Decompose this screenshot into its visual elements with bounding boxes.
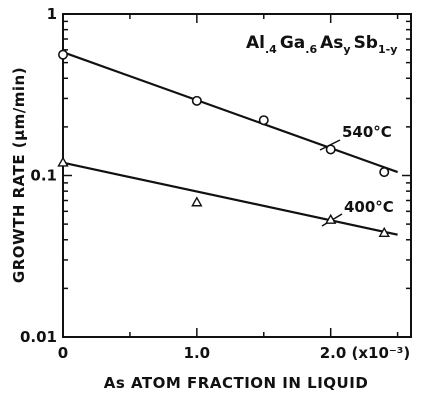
data-point-540c	[325, 144, 336, 155]
data-point-540c	[57, 49, 68, 60]
data-markers	[57, 49, 390, 237]
data-point-540c	[258, 115, 269, 126]
formula-part: 1-y	[378, 43, 397, 56]
x-tick-label: 1.0	[184, 344, 211, 362]
data-point-400c	[378, 226, 390, 237]
formula-part: y	[343, 43, 350, 56]
x-tick-label: 2.0 (x10⁻³)	[320, 344, 411, 362]
plot-frame-rect	[62, 13, 412, 338]
formula-part: As	[320, 33, 343, 53]
y-tick-label: 0.1	[30, 167, 57, 185]
data-point-540c	[191, 95, 202, 106]
ticks	[63, 13, 411, 338]
formula-annotation: Al.4 Ga.6 Asy Sb1-y	[246, 33, 397, 56]
y-tick-label: 1	[47, 5, 57, 23]
data-point-400c	[324, 213, 337, 224]
series-label-400c: 400°C	[344, 198, 394, 216]
series-label-540c: 540°C	[342, 123, 392, 141]
x-axis-title: As ATOM FRACTION IN LIQUID	[104, 374, 369, 392]
tick-labels: 0.01 0.1 1 0 1.0 2.0 (x10⁻³)	[20, 5, 410, 362]
fit-line-540c	[62, 51, 398, 174]
formula-part: Al	[246, 33, 265, 53]
x-tick-label: 0	[58, 344, 68, 362]
plot-frame	[62, 13, 412, 338]
fit-lines	[62, 51, 398, 236]
formula-part: .4	[265, 43, 277, 56]
formula-part: Sb	[354, 33, 378, 53]
y-tick-label: 0.01	[20, 328, 57, 346]
data-point-400c	[191, 196, 203, 207]
fit-line-400c	[62, 161, 398, 236]
formula-part: .6	[305, 43, 317, 56]
data-point-540c	[379, 167, 390, 178]
data-point-400c	[57, 156, 69, 167]
formula-part: Ga	[280, 33, 305, 53]
y-axis-title: GROWTH RATE (µm/min)	[10, 67, 28, 283]
